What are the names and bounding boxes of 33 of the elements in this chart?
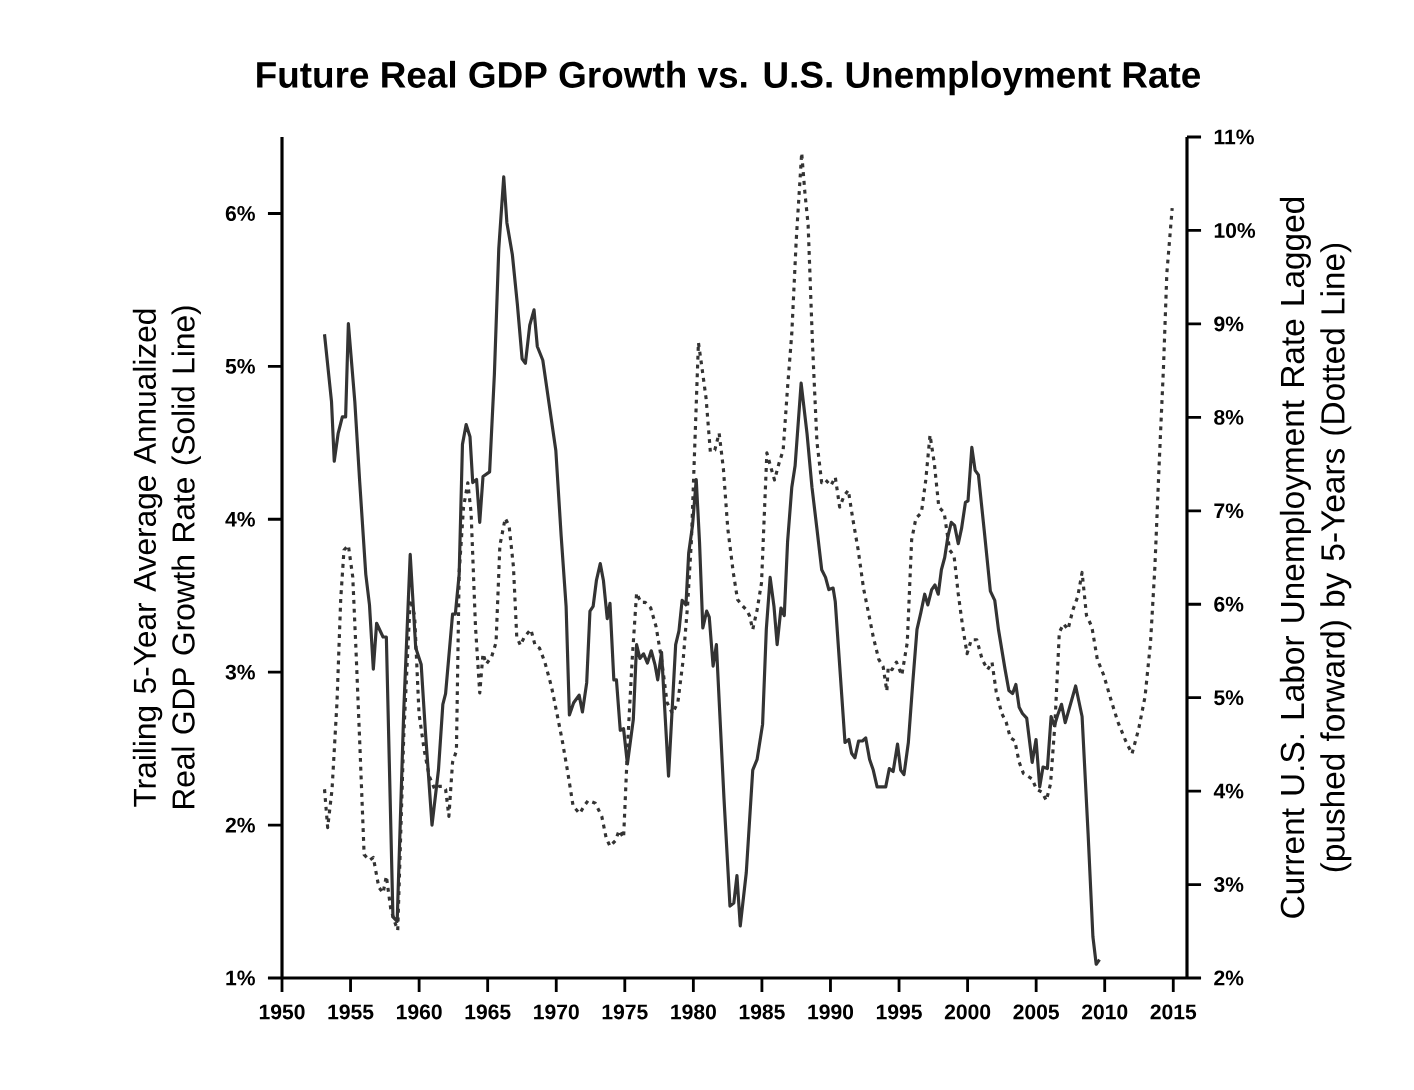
y2-tick-label: 5% (1214, 690, 1244, 706)
y2-tick-label: 9% (1214, 316, 1244, 332)
x-tick-label: 1980 (671, 1004, 716, 1020)
x-tick-label: 1960 (396, 1004, 442, 1020)
x-tick-label: 2015 (1150, 1004, 1197, 1020)
x-tick-label: 1965 (465, 1004, 511, 1020)
x-tick-label: 1995 (876, 1004, 922, 1020)
x-tick-label: 1955 (328, 1004, 374, 1020)
y-tick-label: 1% (226, 970, 255, 986)
y-axis-title: Trailing 5-Year Average Annualized Real GDP Growth Rate (Solid Line) (132, 306, 201, 809)
x-tick-label: 2000 (944, 1004, 991, 1020)
x-tick-label: 1985 (739, 1004, 785, 1020)
y-tick-label: 5% (225, 358, 255, 374)
y-tick-label: 2% (225, 817, 255, 833)
y-tick-label: 3% (225, 664, 255, 680)
y2-tick-label: 10% (1214, 223, 1256, 238)
y2-axis-title: Current U.S. Labor Unemployment Rate Lagged (pushed forward) by 5-Years (Dotted Line) (1279, 197, 1352, 918)
x-tick-label: 1950 (259, 1004, 305, 1020)
x-tick-label: 2005 (1013, 1004, 1060, 1020)
chart-title: Future Real GDP Growth vs. U.S. Unemployment Rate (257, 60, 1201, 96)
x-tick-label: 2010 (1081, 1004, 1128, 1020)
x-tick-label: 1970 (534, 1004, 579, 1020)
y2-tick-label: 2% (1214, 970, 1244, 986)
y-tick-label: 4% (225, 511, 255, 527)
y2-tick-label: 4% (1213, 783, 1244, 799)
y2-tick-label: 6% (1214, 596, 1244, 612)
y2-tick-label: 7% (1214, 503, 1244, 519)
y2-tick-label: 3% (1213, 877, 1244, 893)
y2-tick-label: 11% (1214, 129, 1254, 145)
y-tick-label: 6% (225, 206, 255, 221)
x-tick-label: 1990 (808, 1004, 854, 1020)
y2-tick-label: 8% (1214, 409, 1244, 425)
x-tick-label: 1975 (602, 1004, 648, 1020)
